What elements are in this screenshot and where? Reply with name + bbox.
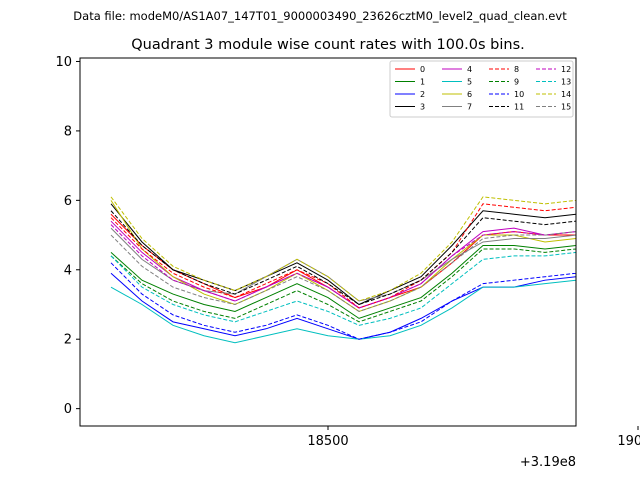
legend-label-11: 11 — [514, 103, 524, 112]
x-tick-label: 18500 — [307, 434, 348, 449]
legend-label-4: 4 — [467, 65, 472, 74]
legend-label-5: 5 — [467, 78, 472, 87]
legend-label-9: 9 — [514, 78, 519, 87]
x-tick-label: 19000 — [617, 434, 640, 449]
legend-label-0: 0 — [420, 65, 425, 74]
legend-label-10: 10 — [514, 90, 524, 99]
figure-suptitle: Data file: modeM0/AS1A07_147T01_90000034… — [73, 9, 567, 23]
plot-area — [79, 57, 577, 427]
legend-label-15: 15 — [561, 103, 571, 112]
series-line-4 — [110, 220, 576, 309]
series-line-13 — [110, 251, 576, 326]
legend-label-8: 8 — [514, 65, 519, 74]
series-line-5 — [110, 279, 576, 344]
legend-label-14: 14 — [561, 90, 571, 99]
series-line-11 — [110, 210, 576, 306]
series-line-15 — [110, 231, 576, 312]
series-line-3 — [110, 203, 576, 306]
series-line-8 — [110, 203, 576, 309]
series-layer — [110, 196, 576, 344]
y-tick-label: 8 — [64, 124, 72, 139]
series-line-9 — [110, 248, 576, 323]
y-tick-label: 0 — [64, 402, 72, 417]
y-tick-label: 2 — [64, 333, 72, 348]
series-line-1 — [110, 244, 576, 319]
legend-box — [389, 60, 574, 118]
legend-label-7: 7 — [467, 103, 472, 112]
legend-label-12: 12 — [561, 65, 571, 74]
x-axis: 1850019000195002000020500 — [307, 426, 640, 449]
series-line-10 — [110, 262, 576, 340]
legend-label-6: 6 — [467, 90, 472, 99]
y-tick-label: 10 — [55, 55, 72, 70]
y-axis: 0 2 4 6 8 10 — [55, 55, 80, 417]
y-tick-label: 4 — [64, 263, 72, 278]
x-offset-label: +3.19e8 — [520, 455, 576, 470]
series-line-2 — [110, 272, 576, 340]
legend-label-3: 3 — [420, 103, 425, 112]
series-line-14 — [110, 196, 576, 302]
legend-label-13: 13 — [561, 78, 571, 87]
series-line-7 — [110, 227, 576, 302]
series-line-12 — [110, 224, 576, 309]
chart-title: Quadrant 3 module wise count rates with … — [131, 37, 525, 53]
y-tick-label: 6 — [64, 194, 72, 209]
legend-label-1: 1 — [420, 78, 425, 87]
legend-label-2: 2 — [420, 90, 425, 99]
